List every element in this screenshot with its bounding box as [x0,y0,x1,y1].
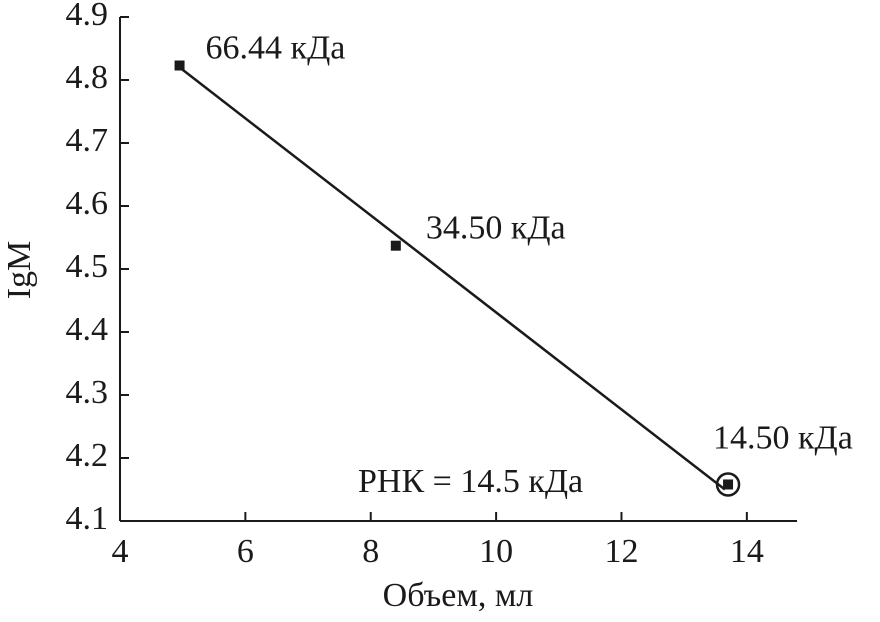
x-tick-label: 10 [479,533,513,570]
x-tick-label: 6 [237,533,254,570]
y-tick-label: 4.4 [66,311,109,348]
x-tick-label: 12 [604,533,638,570]
x-tick-label: 14 [730,533,764,570]
x-axis-label: Объем, мл [383,577,534,614]
point-label: 14.50 кДа [713,419,853,456]
y-tick-label: 4.5 [66,248,109,285]
fit-line [178,66,726,491]
point [723,479,734,490]
point [174,60,185,71]
point [390,240,401,251]
point-label: 34.50 кДа [426,209,566,246]
x-tick-label: 8 [362,533,379,570]
y-tick-label: 4.8 [66,59,109,96]
point-highlight [715,472,741,497]
y-tick-label: 4.2 [66,437,109,474]
y-tick-label: 4.6 [66,185,109,222]
x-tick-label: 4 [112,533,129,570]
y-tick-label: 4.9 [66,0,109,33]
y-tick-label: 4.1 [66,500,109,537]
y-tick-label: 4.7 [66,122,109,159]
y-tick-label: 4.3 [66,374,109,411]
point-label: 66.44 кДа [206,29,346,66]
annotation: РНК = 14.5 кДа [358,463,583,500]
y-axis-label: IgM [1,241,38,300]
